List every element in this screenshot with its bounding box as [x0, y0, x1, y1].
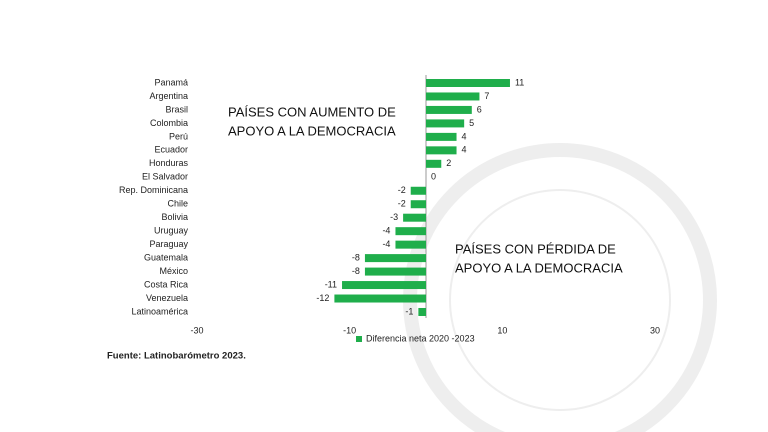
y-tick-label: Honduras	[149, 158, 189, 168]
y-tick-label: Panamá	[154, 77, 188, 87]
y-tick-label: Ecuador	[154, 145, 188, 155]
value-label: -1	[405, 306, 413, 316]
bar	[410, 186, 426, 195]
value-label: -4	[382, 226, 390, 236]
y-tick-label: Rep. Dominicana	[119, 185, 188, 195]
annotation: APOYO A LA DEMOCRACIA	[228, 123, 396, 138]
y-tick-label: Venezuela	[146, 293, 188, 303]
y-tick-label: Costa Rica	[144, 279, 188, 289]
value-label: -3	[390, 212, 398, 222]
annotation: PAÍSES CON PÉRDIDA DE	[455, 241, 616, 256]
annotation: PAÍSES CON AUMENTO DE	[228, 104, 396, 119]
bar	[426, 132, 457, 141]
y-tick-label: Paraguay	[149, 239, 188, 249]
value-label: -8	[352, 266, 360, 276]
legend-label: Diferencia neta 2020 -2023	[366, 333, 475, 343]
value-label: -4	[382, 239, 390, 249]
y-tick-label: Argentina	[149, 91, 188, 101]
bar	[403, 213, 426, 222]
annotation: APOYO A LA DEMOCRACIA	[455, 260, 623, 275]
value-label: -2	[398, 199, 406, 209]
y-tick-label: México	[159, 266, 188, 276]
y-tick-label: Bolivia	[161, 212, 188, 222]
value-label: -8	[352, 252, 360, 262]
source: Fuente: Latinobarómetro 2023.	[107, 351, 246, 362]
bar	[334, 294, 426, 303]
bar	[426, 105, 472, 114]
value-label: -2	[398, 185, 406, 195]
y-tick-label: Brasil	[165, 104, 188, 114]
legend-swatch	[356, 336, 362, 342]
bar	[364, 254, 426, 263]
y-tick-label: Guatemala	[144, 252, 188, 262]
value-label: -11	[325, 279, 337, 289]
bar	[395, 240, 426, 249]
bar	[426, 79, 510, 87]
y-tick-label: Uruguay	[154, 226, 189, 236]
y-tick-label: El Salvador	[142, 172, 188, 182]
bar	[410, 200, 426, 209]
x-tick-label: 10	[497, 325, 507, 335]
x-tick-label: -30	[190, 325, 203, 335]
value-label: -12	[316, 293, 329, 303]
value-label: 2	[446, 158, 451, 168]
value-label: 11	[515, 77, 524, 87]
x-tick-label: 30	[650, 325, 660, 335]
bar	[426, 119, 465, 128]
value-label: 4	[462, 131, 467, 141]
bar	[426, 159, 442, 168]
y-tick-label: Perú	[169, 131, 188, 141]
bar	[418, 307, 426, 316]
bar	[342, 281, 426, 290]
bar	[364, 267, 426, 276]
y-tick-label: Colombia	[150, 118, 188, 128]
value-label: 7	[484, 91, 489, 101]
bar	[426, 146, 457, 155]
y-tick-label: Latinoamérica	[131, 306, 188, 316]
y-tick-label: Chile	[167, 199, 188, 209]
value-label: 0	[431, 172, 436, 182]
bar	[395, 227, 426, 236]
bar	[426, 92, 480, 101]
x-tick-label: -10	[343, 325, 356, 335]
value-label: 5	[469, 118, 474, 128]
background-decoration	[403, 143, 717, 432]
value-label: 6	[477, 104, 482, 114]
value-label: 4	[462, 145, 467, 155]
